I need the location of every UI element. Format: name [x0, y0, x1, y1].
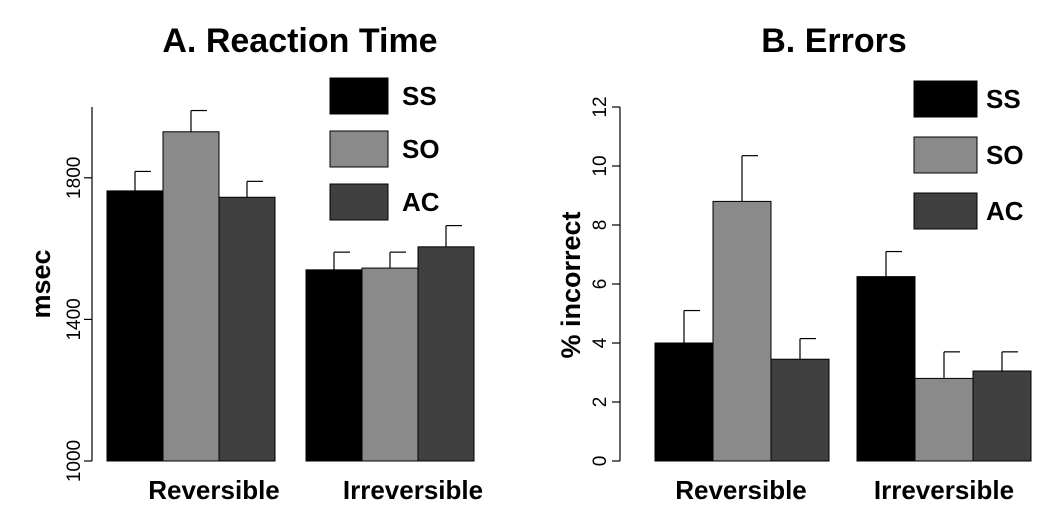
bar: [106, 190, 164, 462]
bar: [305, 269, 363, 462]
x-category-label: Irreversible: [343, 475, 483, 505]
x-category-label: Irreversible: [874, 475, 1014, 505]
y-tick-label: 1000: [64, 440, 85, 482]
panel-reaction-time: A. Reaction Time msec 1000 1400 1800 Revers…: [26, 22, 483, 505]
y-tick-label: 6: [590, 279, 611, 290]
x-category-label: Reversible: [148, 475, 280, 505]
panel-errors: B. Errors % incorrect 0 2 4 6 8 10 12 Reversibl…: [556, 22, 1032, 505]
bar: [770, 358, 830, 462]
y-tick-label: 4: [590, 337, 611, 348]
bar: [856, 276, 916, 462]
y-tick-label: 10: [590, 155, 611, 176]
legend-swatch: [913, 136, 978, 174]
chart-title: A. Reaction Time: [162, 22, 437, 60]
legend-swatch: [329, 130, 389, 168]
bar: [417, 246, 475, 462]
legend-label: AC: [402, 187, 440, 217]
bar: [972, 370, 1032, 462]
legend-swatch: [913, 192, 978, 230]
y-tick-label: 1800: [64, 157, 85, 199]
legend-label: AC: [986, 196, 1024, 226]
chart-title: B. Errors: [761, 22, 907, 60]
legend-label: SO: [986, 140, 1024, 170]
y-axis-label: % incorrect: [556, 211, 586, 358]
bar: [914, 377, 974, 462]
legend-swatch: [913, 80, 978, 118]
y-tick-label: 2: [590, 397, 611, 408]
legend-swatch: [329, 77, 389, 115]
legend-swatch: [329, 183, 389, 221]
legend-label: SO: [402, 134, 440, 164]
bar: [361, 267, 419, 462]
bar: [654, 342, 714, 462]
bar: [712, 200, 772, 462]
y-tick-label: 0: [590, 456, 611, 467]
x-category-label: Reversible: [675, 475, 807, 505]
y-tick-label: 8: [590, 220, 611, 231]
legend-label: SS: [402, 81, 437, 111]
y-tick-label: 1400: [64, 298, 85, 340]
legend-label: SS: [986, 84, 1021, 114]
y-tick-label: 12: [590, 96, 611, 117]
bar: [162, 131, 220, 462]
bar: [218, 196, 276, 462]
y-axis-label: msec: [26, 249, 56, 318]
